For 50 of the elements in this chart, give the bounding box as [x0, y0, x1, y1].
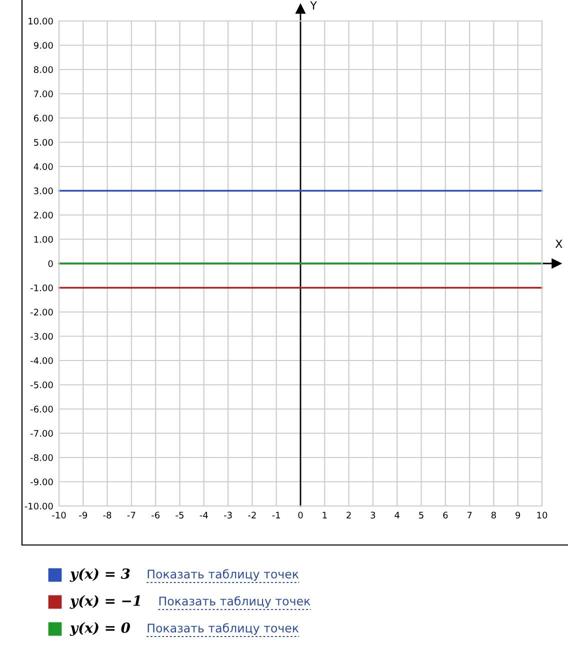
y-tick-label: -1.00 [30, 284, 53, 292]
y-tick-label: 3.00 [34, 187, 53, 194]
y-tick-label: -10.00 [24, 502, 53, 510]
y-tick-label: -7.00 [30, 430, 53, 437]
y-tick-label: 5.00 [34, 138, 53, 146]
y-tick-label: 4.00 [34, 163, 53, 170]
x-tick-label: -3 [224, 512, 232, 519]
x-tick-label: 1 [322, 512, 327, 518]
x-tick-label: 6 [443, 512, 448, 519]
legend-label: y(x) = −1 [70, 595, 140, 609]
x-tick-label: 4 [394, 512, 400, 518]
legend-label: y(x) = 0 [70, 622, 130, 636]
y-tick-label: 9.00 [34, 42, 53, 49]
y-tick-label: -3.00 [30, 332, 53, 340]
y-tick-label: -5.00 [30, 381, 53, 388]
y-tick-label: -9.00 [30, 478, 53, 486]
y-tick-label: -4.00 [30, 357, 53, 364]
x-tick-label: 2 [346, 512, 351, 518]
x-tick-label: -7 [127, 512, 136, 518]
x-tick-label: -8 [103, 512, 112, 519]
y-tick-label: -2.00 [30, 308, 53, 316]
x-tick-label: -4 [200, 512, 208, 518]
x-tick-label: -10 [52, 512, 66, 519]
y-tick-label: 1.00 [34, 236, 53, 243]
x-tick-label: -1 [272, 512, 280, 518]
x-tick-label: -5 [176, 512, 184, 519]
x-tick-label: 5 [419, 512, 424, 519]
legend-label: y(x) = 3 [70, 568, 130, 582]
x-axis-title: X [555, 240, 562, 248]
y-axis-title: Y [310, 1, 317, 10]
y-tick-label: 2.00 [34, 212, 53, 219]
x-tick-label: 0 [298, 512, 303, 519]
x-tick-label: 9 [516, 512, 520, 519]
text: Показать таблицу точек [148, 569, 299, 581]
x-tick-label: 3 [370, 512, 376, 519]
x-tick-label: 8 [491, 512, 496, 519]
text: Показать таблицу точек [159, 596, 310, 608]
x-tick-label: -6 [152, 512, 160, 519]
y-tick-label: 10.00 [28, 18, 53, 25]
y-tick-label: 8.00 [34, 66, 53, 74]
text: Показать таблицу точек [148, 623, 299, 635]
y-tick-label: -8.00 [30, 454, 53, 462]
x-tick-label: -2 [248, 512, 256, 518]
y-tick-label: 0 [48, 260, 53, 268]
y-tick-label: 6.00 [34, 114, 53, 122]
y-tick-label: -6.00 [30, 406, 53, 413]
x-tick-label: -9 [79, 512, 88, 519]
y-tick-label: 7.00 [34, 90, 53, 98]
x-tick-label: 7 [467, 512, 472, 518]
x-tick-label: 10 [537, 512, 548, 519]
